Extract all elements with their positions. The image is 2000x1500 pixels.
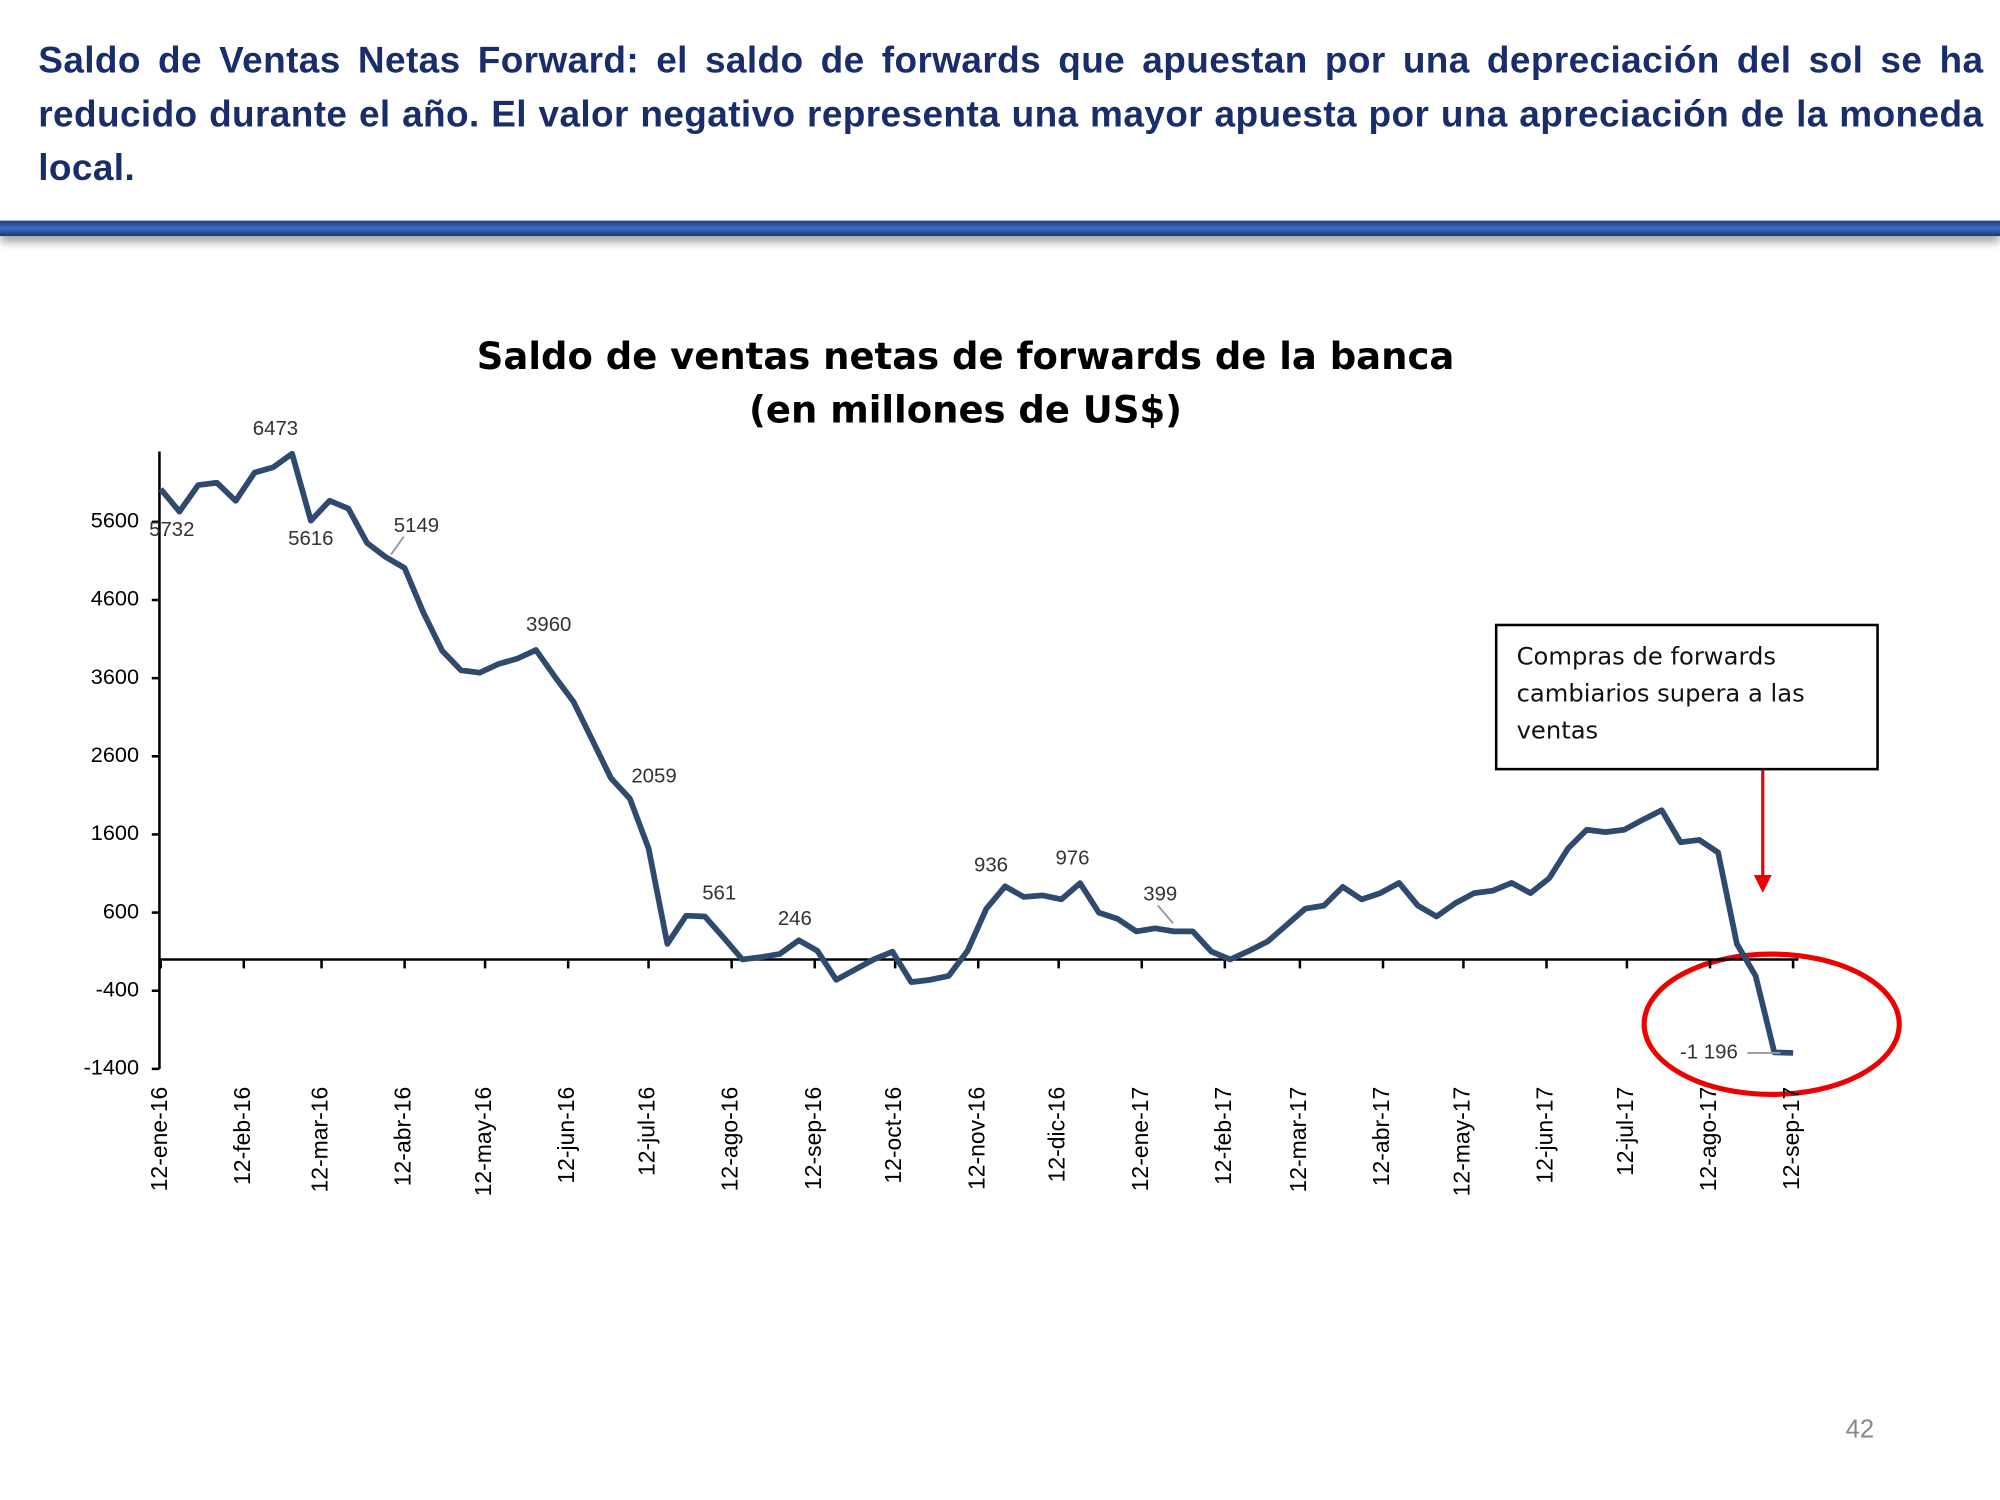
point-label: 399 — [1143, 884, 1177, 906]
x-tick-label: 12-ago-17 — [1695, 1087, 1721, 1192]
highlight-ellipse — [1641, 951, 1902, 1097]
y-tick-label: 600 — [103, 898, 139, 923]
x-tick-label: 12-feb-16 — [229, 1087, 255, 1185]
x-tick-label: 12-sep-16 — [800, 1087, 826, 1190]
x-tick-label: 12-ene-16 — [146, 1087, 172, 1192]
x-tick-label: 12-ene-17 — [1127, 1087, 1153, 1192]
data-line — [158, 450, 1794, 1056]
x-tick-label: 12-jul-16 — [634, 1087, 660, 1176]
y-tick-label: -1400 — [84, 1055, 139, 1080]
point-label: 3960 — [526, 614, 571, 636]
chart-subtitle: (en millones de US$) — [749, 388, 1182, 431]
x-tick-label: 12-sep-17 — [1778, 1087, 1804, 1190]
header-bar — [0, 220, 2000, 236]
x-tick-label: 12-abr-17 — [1368, 1087, 1394, 1186]
label-leader — [1156, 904, 1174, 924]
slide-heading: Saldo de Ventas Netas Forward: el saldo … — [38, 40, 1984, 189]
x-tick-label: 12-jun-17 — [1532, 1087, 1558, 1184]
annotation-box: Compras de forwards cambiarios supera a … — [1494, 623, 1879, 771]
x-tick-label: 12-abr-16 — [390, 1087, 416, 1186]
x-tick-label: 12-feb-17 — [1210, 1087, 1236, 1185]
x-tick-label: 12-jul-17 — [1612, 1087, 1638, 1176]
y-tick-label: 5600 — [91, 508, 139, 533]
page-number: 42 — [1845, 1415, 1875, 1444]
point-label: -1 196 — [1680, 1041, 1738, 1063]
x-tick-label: 12-ago-16 — [717, 1087, 743, 1192]
point-label: 5732 — [149, 519, 194, 541]
y-tick-label: 1600 — [91, 820, 139, 845]
point-label: 5616 — [288, 528, 333, 550]
x-tick-label: 12-may-16 — [470, 1087, 496, 1197]
y-tick-label: 3600 — [91, 664, 139, 689]
x-tick-label: 12-nov-16 — [963, 1087, 989, 1190]
x-tick-label: 12-mar-16 — [307, 1087, 333, 1193]
point-label: 2059 — [631, 765, 676, 787]
point-label: 246 — [778, 908, 812, 930]
x-tick-label: 12-mar-17 — [1285, 1087, 1311, 1193]
x-tick-label: 12-may-17 — [1448, 1087, 1474, 1197]
x-tick-label: 12-oct-16 — [880, 1087, 906, 1184]
point-label: 6473 — [253, 418, 298, 440]
point-label: 936 — [974, 854, 1008, 876]
x-tick-label: 12-jun-16 — [553, 1087, 579, 1184]
y-tick-label: -400 — [96, 976, 139, 1001]
x-tick-label: 12-dic-16 — [1044, 1087, 1070, 1183]
y-tick-label: 2600 — [91, 742, 139, 767]
point-label: 976 — [1055, 847, 1089, 869]
chart-title: Saldo de ventas netas de forwards de la … — [477, 335, 1455, 378]
y-tick-label: 4600 — [91, 586, 139, 611]
point-label: 5149 — [394, 515, 439, 537]
annotation-arrowhead — [1753, 874, 1772, 893]
point-label: 561 — [702, 882, 736, 904]
label-leader — [390, 536, 405, 556]
